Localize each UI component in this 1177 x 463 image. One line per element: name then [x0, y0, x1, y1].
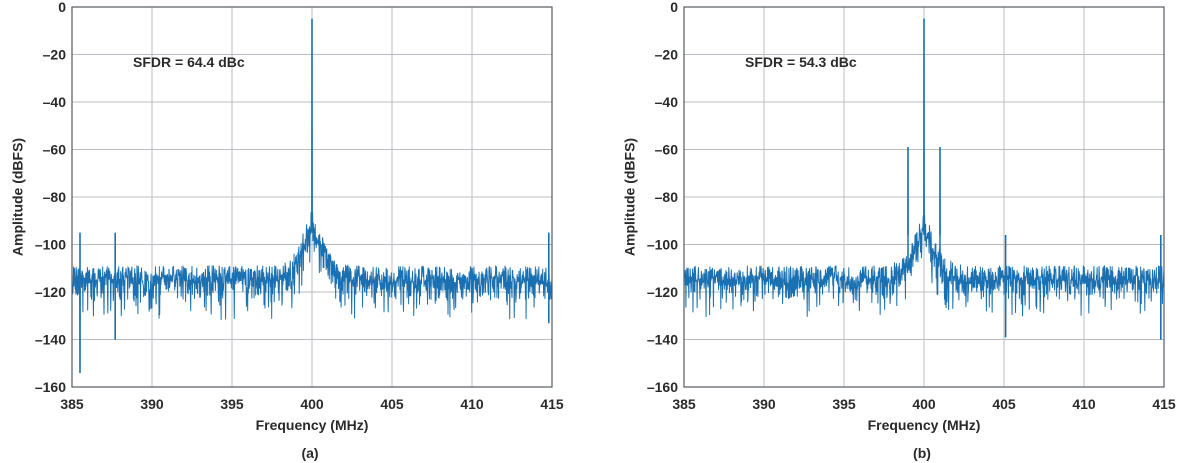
x-axis-label: Frequency (MHz): [256, 417, 369, 433]
x-tick-label: 400: [300, 396, 324, 412]
x-tick-label: 415: [540, 396, 564, 412]
x-tick-label: 410: [460, 396, 484, 412]
y-tick-label: –140: [647, 332, 678, 348]
panel-caption: (b): [913, 445, 931, 461]
chart-panel-b: 385 390 395 400 405 410 415 0 –20 –40 –60 –80 –100 –1…: [621, 0, 1175, 461]
y-tick-label: –100: [647, 237, 678, 253]
x-tick-label: 415: [1152, 396, 1176, 412]
y-tick-label: –60: [655, 142, 679, 158]
y-tick-label: –40: [43, 94, 67, 110]
y-tick-label: –20: [655, 47, 679, 63]
y-tick-label: –20: [43, 47, 67, 63]
x-tick-label: 410: [1072, 396, 1096, 412]
y-tick-label: –60: [43, 142, 67, 158]
sfdr-annotation: SFDR = 64.4 dBc: [133, 54, 245, 70]
y-tick-label: –120: [647, 284, 678, 300]
y-axis-label: Amplitude (dBFS): [621, 138, 637, 256]
y-tick-label: 0: [670, 0, 678, 15]
x-tick-label: 390: [140, 396, 164, 412]
y-tick-label: 0: [58, 0, 66, 15]
x-tick-label: 390: [752, 396, 776, 412]
x-tick-label: 385: [672, 396, 696, 412]
y-tick-label: –120: [35, 284, 66, 300]
x-tick-label: 395: [832, 396, 856, 412]
x-tick-label: 405: [992, 396, 1016, 412]
y-tick-label: –100: [35, 237, 66, 253]
chart-panel-a: 385 390 395 400 405 410 415 0 –20 –40 –60 –80 –100 –1…: [9, 0, 563, 461]
y-tick-label: –80: [43, 189, 67, 205]
plot-frame: [683, 6, 1165, 388]
y-axis-label: Amplitude (dBFS): [9, 138, 25, 256]
plot-frame: [71, 6, 553, 388]
x-tick-label: 385: [60, 396, 84, 412]
y-tick-label: –80: [655, 189, 679, 205]
y-tick-label: –140: [35, 332, 66, 348]
y-tick-label: –160: [647, 379, 678, 395]
x-axis-label: Frequency (MHz): [868, 417, 981, 433]
panel-caption: (a): [301, 445, 318, 461]
sfdr-annotation: SFDR = 54.3 dBc: [745, 54, 857, 70]
y-tick-label: –160: [35, 379, 66, 395]
x-tick-label: 405: [380, 396, 404, 412]
x-tick-label: 400: [912, 396, 936, 412]
x-tick-label: 395: [220, 396, 244, 412]
y-tick-label: –40: [655, 94, 679, 110]
